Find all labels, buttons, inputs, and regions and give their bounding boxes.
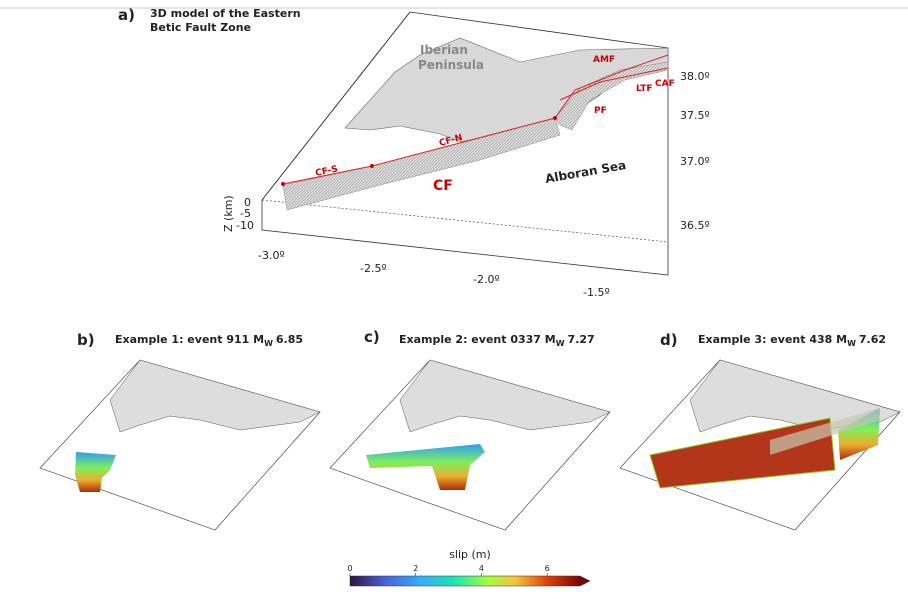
lat-label: 38.0º — [680, 70, 710, 83]
fault-label: PF — [594, 106, 607, 116]
region-label: Alboran Sea — [544, 158, 627, 186]
panel-d: d) Example 3: event 438 MW 7.62 — [619, 331, 901, 531]
magnitude: 7.62 — [859, 333, 886, 346]
colorbar: slip (m) 0 2 4 6 — [347, 548, 591, 587]
panel-label: a) — [118, 6, 135, 24]
z-label: -10 — [236, 219, 254, 232]
lon-label: -2.5º — [360, 262, 387, 275]
lat-label: 37.0º — [680, 155, 710, 168]
z-axis-title: Z (km) — [222, 195, 235, 232]
fault-plane — [282, 117, 561, 211]
z-label: 0 — [244, 196, 251, 209]
fault-node — [281, 182, 285, 186]
colorbar-tick-label: 0 — [347, 564, 352, 573]
panel-title: Example 1: event 911 MW 6.85 — [115, 333, 303, 348]
region-label: Peninsula — [418, 58, 484, 72]
land — [109, 359, 321, 433]
fault-trace — [559, 67, 669, 101]
fault-trace — [282, 54, 669, 185]
panel-title: 3D model of the Eastern — [150, 7, 301, 20]
magnitude: 6.85 — [276, 333, 303, 346]
title-text: Example 1: event 911 M — [115, 333, 264, 346]
colorbar-title: slip (m) — [449, 548, 491, 561]
fault-label: CAF — [655, 79, 675, 89]
panel-label: c) — [364, 328, 380, 346]
panel-label: d) — [660, 331, 678, 349]
land — [399, 359, 611, 433]
subscript: W — [847, 339, 856, 348]
colorbar-tick-label: 4 — [479, 564, 484, 573]
colorbar-tick-label: 6 — [545, 564, 550, 573]
panel-c: c) Example 2: event 0337 MW 7.27 — [329, 328, 611, 531]
box-edge — [261, 199, 669, 243]
fault-label: CF-S — [315, 164, 339, 179]
panel-label: b) — [77, 331, 95, 349]
slip-patch — [649, 417, 836, 489]
fault-plane — [770, 408, 880, 455]
colorbar-tick-label: 2 — [413, 564, 418, 573]
colorbar-ramp — [349, 575, 581, 587]
slip-patch — [366, 444, 485, 490]
box-edge — [261, 11, 411, 201]
fault-label: AMF — [593, 55, 615, 65]
fault-label: LTF — [636, 84, 653, 94]
lon-label: -2.0º — [473, 273, 500, 286]
subscript: W — [556, 339, 565, 348]
panel-b: b) Example 1: event 911 MW 6.85 — [39, 331, 321, 531]
lon-label: -1.5º — [583, 286, 610, 299]
land — [344, 37, 669, 146]
land — [689, 359, 901, 433]
title-text: Example 3: event 438 M — [698, 333, 847, 346]
panel-title: Example 3: event 438 MW 7.62 — [698, 333, 886, 348]
panel-title: Example 2: event 0337 MW 7.27 — [399, 333, 595, 348]
lat-label: 36.5º — [680, 219, 710, 232]
panel-a: a) 3D model of the Eastern Betic Fault Z… — [118, 6, 710, 299]
fault-node — [553, 116, 557, 120]
lat-label: 37.5º — [680, 109, 710, 122]
title-text: Example 2: event 0337 M — [399, 333, 556, 346]
fault-label: CF — [433, 178, 453, 194]
lon-label: -3.0º — [258, 249, 285, 262]
colorbar-arrow — [579, 575, 591, 587]
region-label: Iberian — [420, 43, 468, 57]
magnitude: 7.27 — [568, 333, 595, 346]
panel-title: Betic Fault Zone — [150, 21, 251, 34]
slip-patch — [75, 452, 116, 492]
z-label: -5 — [240, 207, 251, 220]
fault-node — [370, 164, 374, 168]
subscript: W — [264, 339, 273, 348]
